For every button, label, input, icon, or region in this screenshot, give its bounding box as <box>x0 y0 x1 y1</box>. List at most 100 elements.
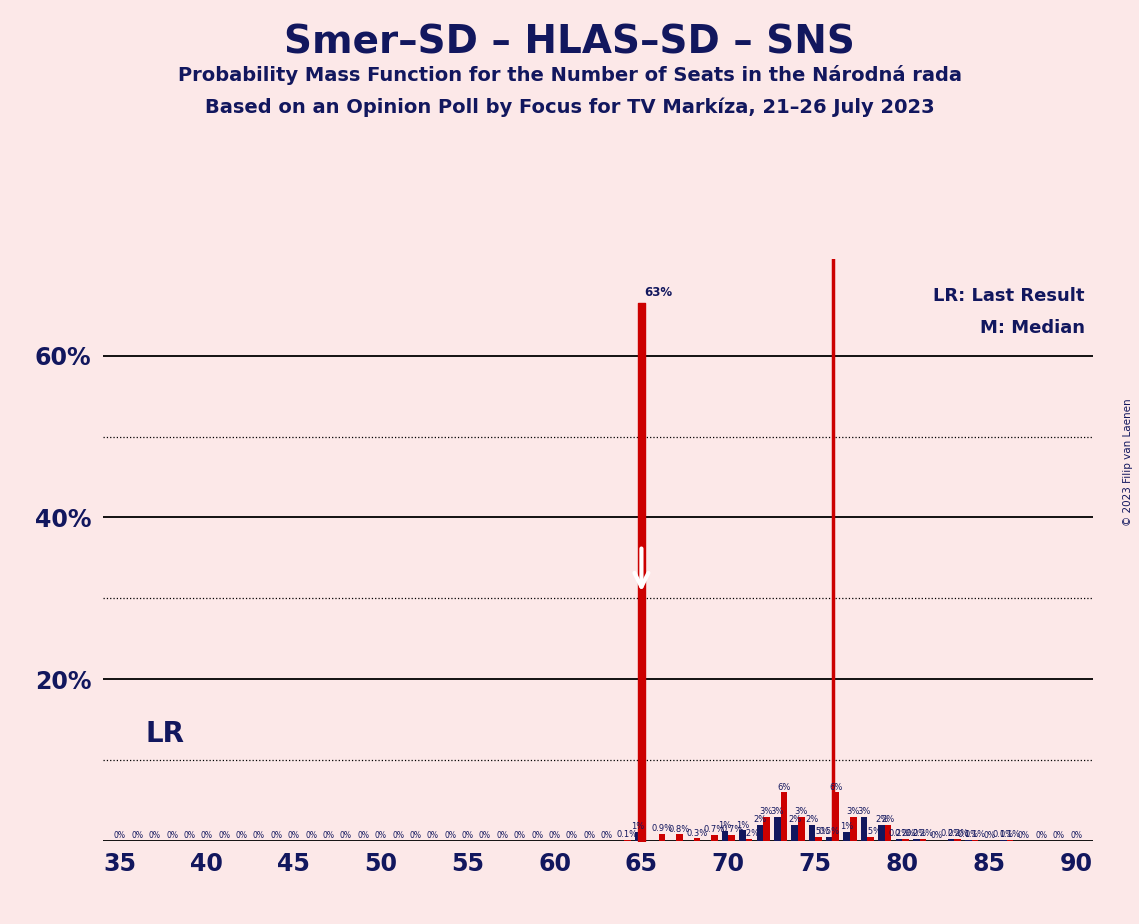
Text: 0%: 0% <box>149 831 161 840</box>
Text: 3%: 3% <box>760 807 773 816</box>
Text: 0.2%: 0.2% <box>895 830 916 838</box>
Bar <box>833 793 839 841</box>
Bar <box>948 839 954 841</box>
Text: 0.5%: 0.5% <box>808 827 829 836</box>
Bar <box>792 824 798 841</box>
Bar <box>722 832 728 841</box>
Text: 0%: 0% <box>1018 831 1030 840</box>
Text: 6%: 6% <box>829 783 843 792</box>
Bar <box>694 838 700 841</box>
Text: 0%: 0% <box>514 831 526 840</box>
Bar <box>746 839 753 841</box>
Text: 0%: 0% <box>253 831 265 840</box>
Bar <box>677 834 682 841</box>
Text: 0%: 0% <box>566 831 577 840</box>
Bar <box>885 824 892 841</box>
Bar <box>773 817 780 841</box>
Text: 0%: 0% <box>1070 831 1082 840</box>
Bar <box>634 832 641 841</box>
Bar <box>826 837 833 841</box>
Bar <box>919 839 926 841</box>
Text: 0.1%: 0.1% <box>999 831 1021 839</box>
Bar <box>954 839 961 841</box>
Text: 0.3%: 0.3% <box>687 829 707 837</box>
Bar <box>878 824 885 841</box>
Text: 0%: 0% <box>444 831 457 840</box>
Text: 1%: 1% <box>736 821 749 830</box>
Bar <box>658 833 665 841</box>
Bar <box>711 835 718 841</box>
Text: 2%: 2% <box>875 815 888 824</box>
Bar <box>816 837 822 841</box>
Text: 0.7%: 0.7% <box>721 825 743 834</box>
Bar <box>895 839 902 841</box>
Text: 0%: 0% <box>461 831 474 840</box>
Text: 0%: 0% <box>375 831 386 840</box>
Text: 0.9%: 0.9% <box>652 824 673 833</box>
Text: 0%: 0% <box>236 831 247 840</box>
Text: 0%: 0% <box>931 831 943 840</box>
Bar <box>902 839 909 841</box>
Bar <box>850 817 857 841</box>
Text: 0%: 0% <box>480 831 491 840</box>
Text: 1%: 1% <box>719 821 731 831</box>
Text: 2%: 2% <box>805 815 819 824</box>
Text: 0%: 0% <box>392 831 404 840</box>
Text: 0.1%: 0.1% <box>993 831 1014 839</box>
Bar <box>844 832 850 841</box>
Text: 0%: 0% <box>305 831 317 840</box>
Text: 0%: 0% <box>339 831 352 840</box>
Text: 63%: 63% <box>644 286 672 299</box>
Text: 0%: 0% <box>288 831 300 840</box>
Bar <box>868 837 874 841</box>
Bar <box>780 793 787 841</box>
Text: Smer–SD – HLAS–SD – SNS: Smer–SD – HLAS–SD – SNS <box>284 23 855 61</box>
Text: 3%: 3% <box>858 807 871 816</box>
Bar <box>728 835 735 841</box>
Text: 0.2%: 0.2% <box>948 830 968 838</box>
Text: Probability Mass Function for the Number of Seats in the Národná rada: Probability Mass Function for the Number… <box>178 65 961 85</box>
Bar <box>913 839 919 841</box>
Text: 0%: 0% <box>183 831 196 840</box>
Text: 0.5%: 0.5% <box>819 827 839 836</box>
Text: 0.1%: 0.1% <box>617 831 638 839</box>
Bar <box>739 831 746 841</box>
Text: 3%: 3% <box>795 807 808 816</box>
Text: 0.1%: 0.1% <box>965 831 985 839</box>
Text: 0%: 0% <box>983 831 995 840</box>
Text: 0.2%: 0.2% <box>738 830 760 838</box>
Text: 0%: 0% <box>358 831 369 840</box>
Text: 0%: 0% <box>531 831 543 840</box>
Text: 0.2%: 0.2% <box>906 830 927 838</box>
Text: 2%: 2% <box>753 815 767 824</box>
Text: 0%: 0% <box>427 831 439 840</box>
Text: 2%: 2% <box>788 815 801 824</box>
Text: 0%: 0% <box>166 831 178 840</box>
Text: 0.2%: 0.2% <box>888 830 909 838</box>
Text: © 2023 Filip van Laenen: © 2023 Filip van Laenen <box>1123 398 1133 526</box>
Text: 1%: 1% <box>841 822 853 832</box>
Bar <box>809 824 816 841</box>
Text: 0%: 0% <box>131 831 144 840</box>
Text: 0%: 0% <box>600 831 613 840</box>
Text: 3%: 3% <box>846 807 860 816</box>
Text: 0%: 0% <box>549 831 560 840</box>
Text: 6%: 6% <box>777 783 790 792</box>
Text: 1%: 1% <box>631 822 645 832</box>
Text: 0%: 0% <box>322 831 335 840</box>
Bar <box>763 817 770 841</box>
Text: 0.8%: 0.8% <box>669 824 690 833</box>
Text: 0%: 0% <box>409 831 421 840</box>
Text: M: Median: M: Median <box>980 320 1084 337</box>
Text: 2%: 2% <box>882 815 895 824</box>
Text: 0%: 0% <box>1052 831 1065 840</box>
Bar <box>861 817 868 841</box>
Text: LR: LR <box>146 720 185 748</box>
Text: 0.2%: 0.2% <box>912 830 934 838</box>
Text: 0.1%: 0.1% <box>958 831 980 839</box>
Bar <box>798 817 804 841</box>
Text: 3%: 3% <box>770 807 784 816</box>
Bar <box>756 824 763 841</box>
Text: LR: Last Result: LR: Last Result <box>933 287 1084 305</box>
Text: 0%: 0% <box>497 831 508 840</box>
